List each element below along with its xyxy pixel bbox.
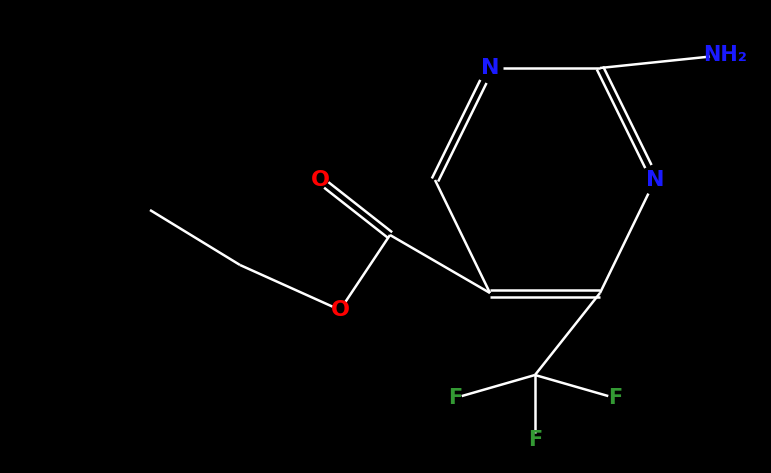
Text: NH₂: NH₂ <box>703 45 747 65</box>
Text: F: F <box>448 388 462 408</box>
Text: O: O <box>331 300 349 320</box>
Text: F: F <box>608 388 622 408</box>
Text: F: F <box>528 430 542 450</box>
Text: O: O <box>311 170 329 190</box>
Text: N: N <box>646 170 665 190</box>
Text: N: N <box>481 58 500 78</box>
